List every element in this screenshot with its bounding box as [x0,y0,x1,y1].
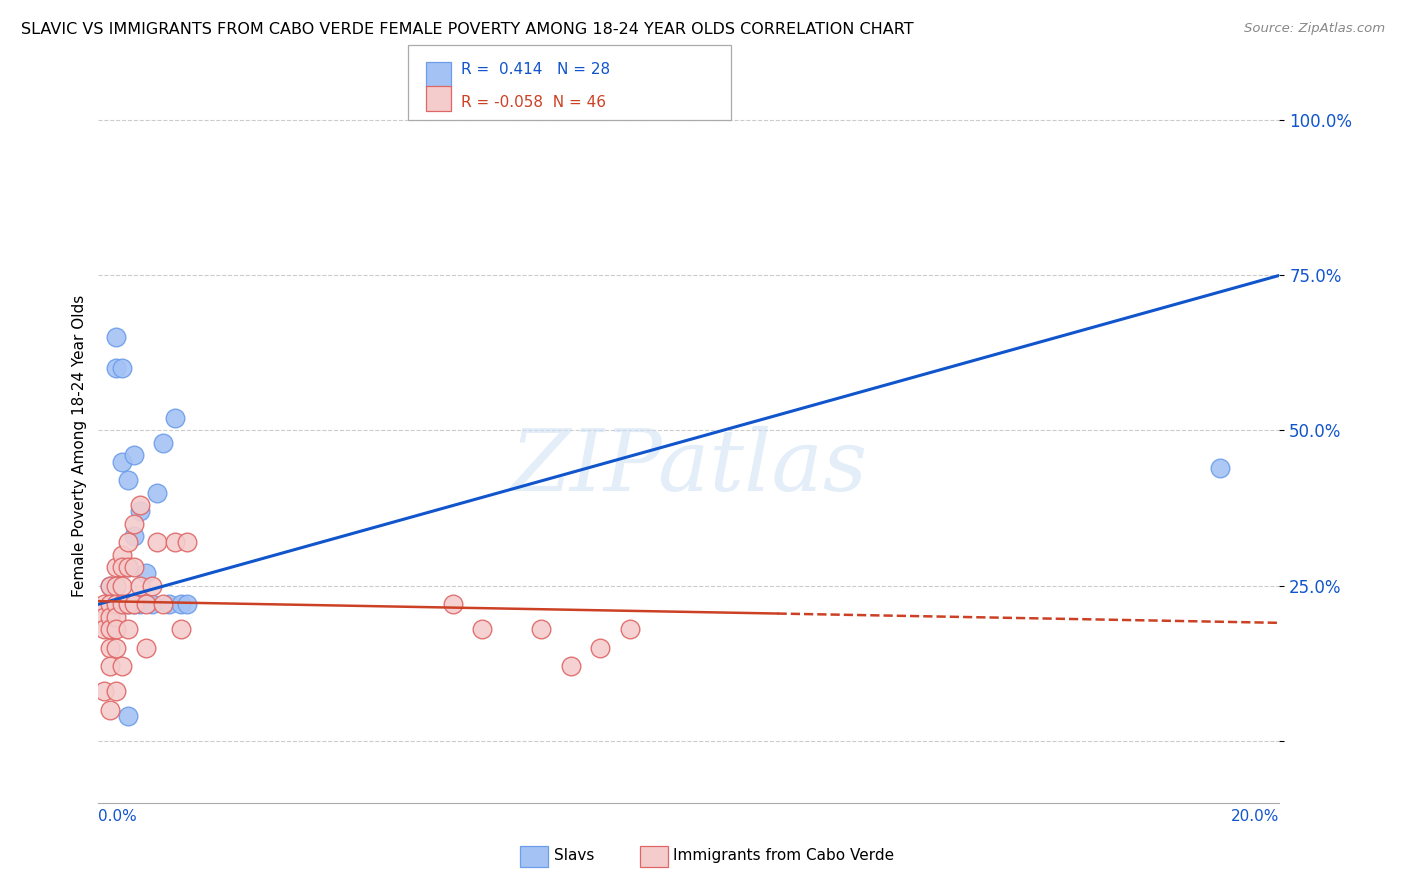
Y-axis label: Female Poverty Among 18-24 Year Olds: Female Poverty Among 18-24 Year Olds [72,295,87,597]
Point [105,597,128,611]
Point [122,529,145,543]
Point [117,622,139,636]
Point [98,622,121,636]
Point [111,454,134,468]
Point [105,597,128,611]
Point [128,498,150,512]
Point [146,535,169,549]
Point [122,448,145,462]
Point [98,579,121,593]
Point [176,535,198,549]
Point [122,560,145,574]
Text: SLAVIC VS IMMIGRANTS FROM CABO VERDE FEMALE POVERTY AMONG 18-24 YEAR OLDS CORREL: SLAVIC VS IMMIGRANTS FROM CABO VERDE FEM… [21,22,914,37]
Point [111,579,134,593]
Point [117,560,139,574]
Point [135,566,157,581]
Point [152,597,174,611]
Point [93,684,115,698]
Point [122,597,145,611]
Point [117,473,139,487]
Point [117,709,139,723]
Point [441,597,464,611]
Point [619,622,641,636]
Point [93,597,115,611]
Point [105,640,128,655]
Point [135,640,157,655]
Point [560,659,582,673]
Point [152,436,174,450]
Point [98,703,121,717]
Text: R =  0.414   N = 28: R = 0.414 N = 28 [461,62,610,78]
Point [105,330,128,344]
Point [98,597,121,611]
Text: 0.0%: 0.0% [98,809,138,824]
Point [93,609,115,624]
Text: Source: ZipAtlas.com: Source: ZipAtlas.com [1244,22,1385,36]
Point [105,597,128,611]
Point [170,597,193,611]
Point [105,684,128,698]
Point [98,659,121,673]
Point [111,548,134,562]
Point [111,597,134,611]
Point [141,579,163,593]
Point [128,504,150,518]
Point [1209,460,1232,475]
Point [98,597,121,611]
Point [117,535,139,549]
Point [157,597,180,611]
Point [128,597,150,611]
Point [111,659,134,673]
Point [105,579,128,593]
Point [122,597,145,611]
Point [111,361,134,376]
Point [117,597,139,611]
Text: ZIPatlas: ZIPatlas [510,426,868,508]
Text: Immigrants from Cabo Verde: Immigrants from Cabo Verde [673,848,894,863]
Point [530,622,553,636]
Point [111,560,134,574]
Point [105,361,128,376]
Point [589,640,612,655]
Point [165,411,187,425]
Point [146,485,169,500]
Point [128,579,150,593]
Point [98,640,121,655]
Point [105,560,128,574]
Point [122,516,145,531]
Point [98,579,121,593]
Point [170,622,193,636]
Point [165,535,187,549]
Text: Slavs: Slavs [554,848,595,863]
Point [105,622,128,636]
Point [111,597,134,611]
Text: 20.0%: 20.0% [1232,809,1279,824]
Point [117,597,139,611]
Point [176,597,198,611]
Text: R = -0.058  N = 46: R = -0.058 N = 46 [461,95,606,111]
Point [93,622,115,636]
Point [471,622,494,636]
Point [98,609,121,624]
Point [135,597,157,611]
Point [117,560,139,574]
Point [141,597,163,611]
Point [111,597,134,611]
Point [105,609,128,624]
